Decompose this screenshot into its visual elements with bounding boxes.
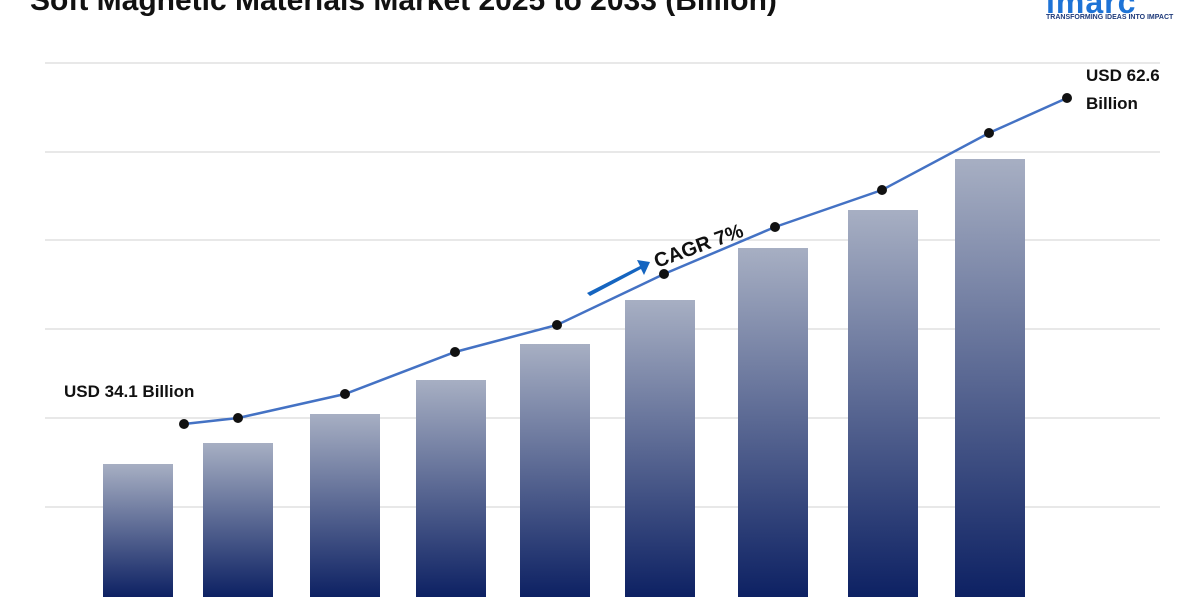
bar-2029: [520, 344, 590, 597]
bar-2028: [416, 380, 486, 597]
trend-point-8: [984, 128, 994, 138]
logo-tagline: TRANSFORMING IDEAS INTO IMPACT: [1046, 14, 1174, 21]
bar-2030: [625, 300, 695, 597]
trend-point-9: [1062, 93, 1072, 103]
bar-2025: [103, 464, 173, 597]
logo-wordmark: imarc: [1046, 0, 1137, 20]
bar-2032: [848, 210, 918, 597]
trend-point-5: [659, 269, 669, 279]
cagr-arrow-shape: [587, 260, 650, 296]
bar-2027: [310, 414, 380, 597]
imarc-logo: imarc TRANSFORMING IDEAS INTO IMPACT: [1046, 0, 1196, 24]
trend-point-7: [877, 185, 887, 195]
trend-point-1: [233, 413, 243, 423]
end-value-label-line1: USD 62.6: [1086, 66, 1160, 85]
bar-2031: [738, 248, 808, 597]
trend-point-6: [770, 222, 780, 232]
cagr-arrow-icon: [587, 260, 650, 296]
page-title: Soft Magnetic Materials Market 2025 to 2…: [30, 0, 777, 17]
bar-2033: [955, 159, 1025, 597]
bars: [103, 159, 1025, 597]
start-value-label: USD 34.1 Billion: [64, 382, 194, 401]
trend-point-2: [340, 389, 350, 399]
trend-line: [179, 93, 1072, 429]
trend-point-4: [552, 320, 562, 330]
trend-point-0: [179, 419, 189, 429]
trend-point-3: [450, 347, 460, 357]
bar-2026: [203, 443, 273, 597]
trend-line-path: [183, 96, 1068, 426]
end-value-label-line2: Billion: [1086, 94, 1138, 113]
